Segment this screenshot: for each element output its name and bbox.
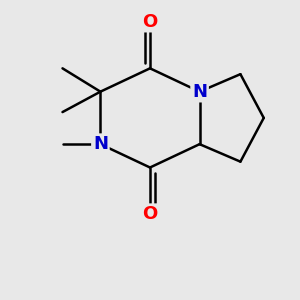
Text: O: O	[142, 205, 158, 223]
Text: O: O	[142, 13, 158, 31]
Text: N: N	[192, 83, 207, 101]
Text: N: N	[93, 135, 108, 153]
